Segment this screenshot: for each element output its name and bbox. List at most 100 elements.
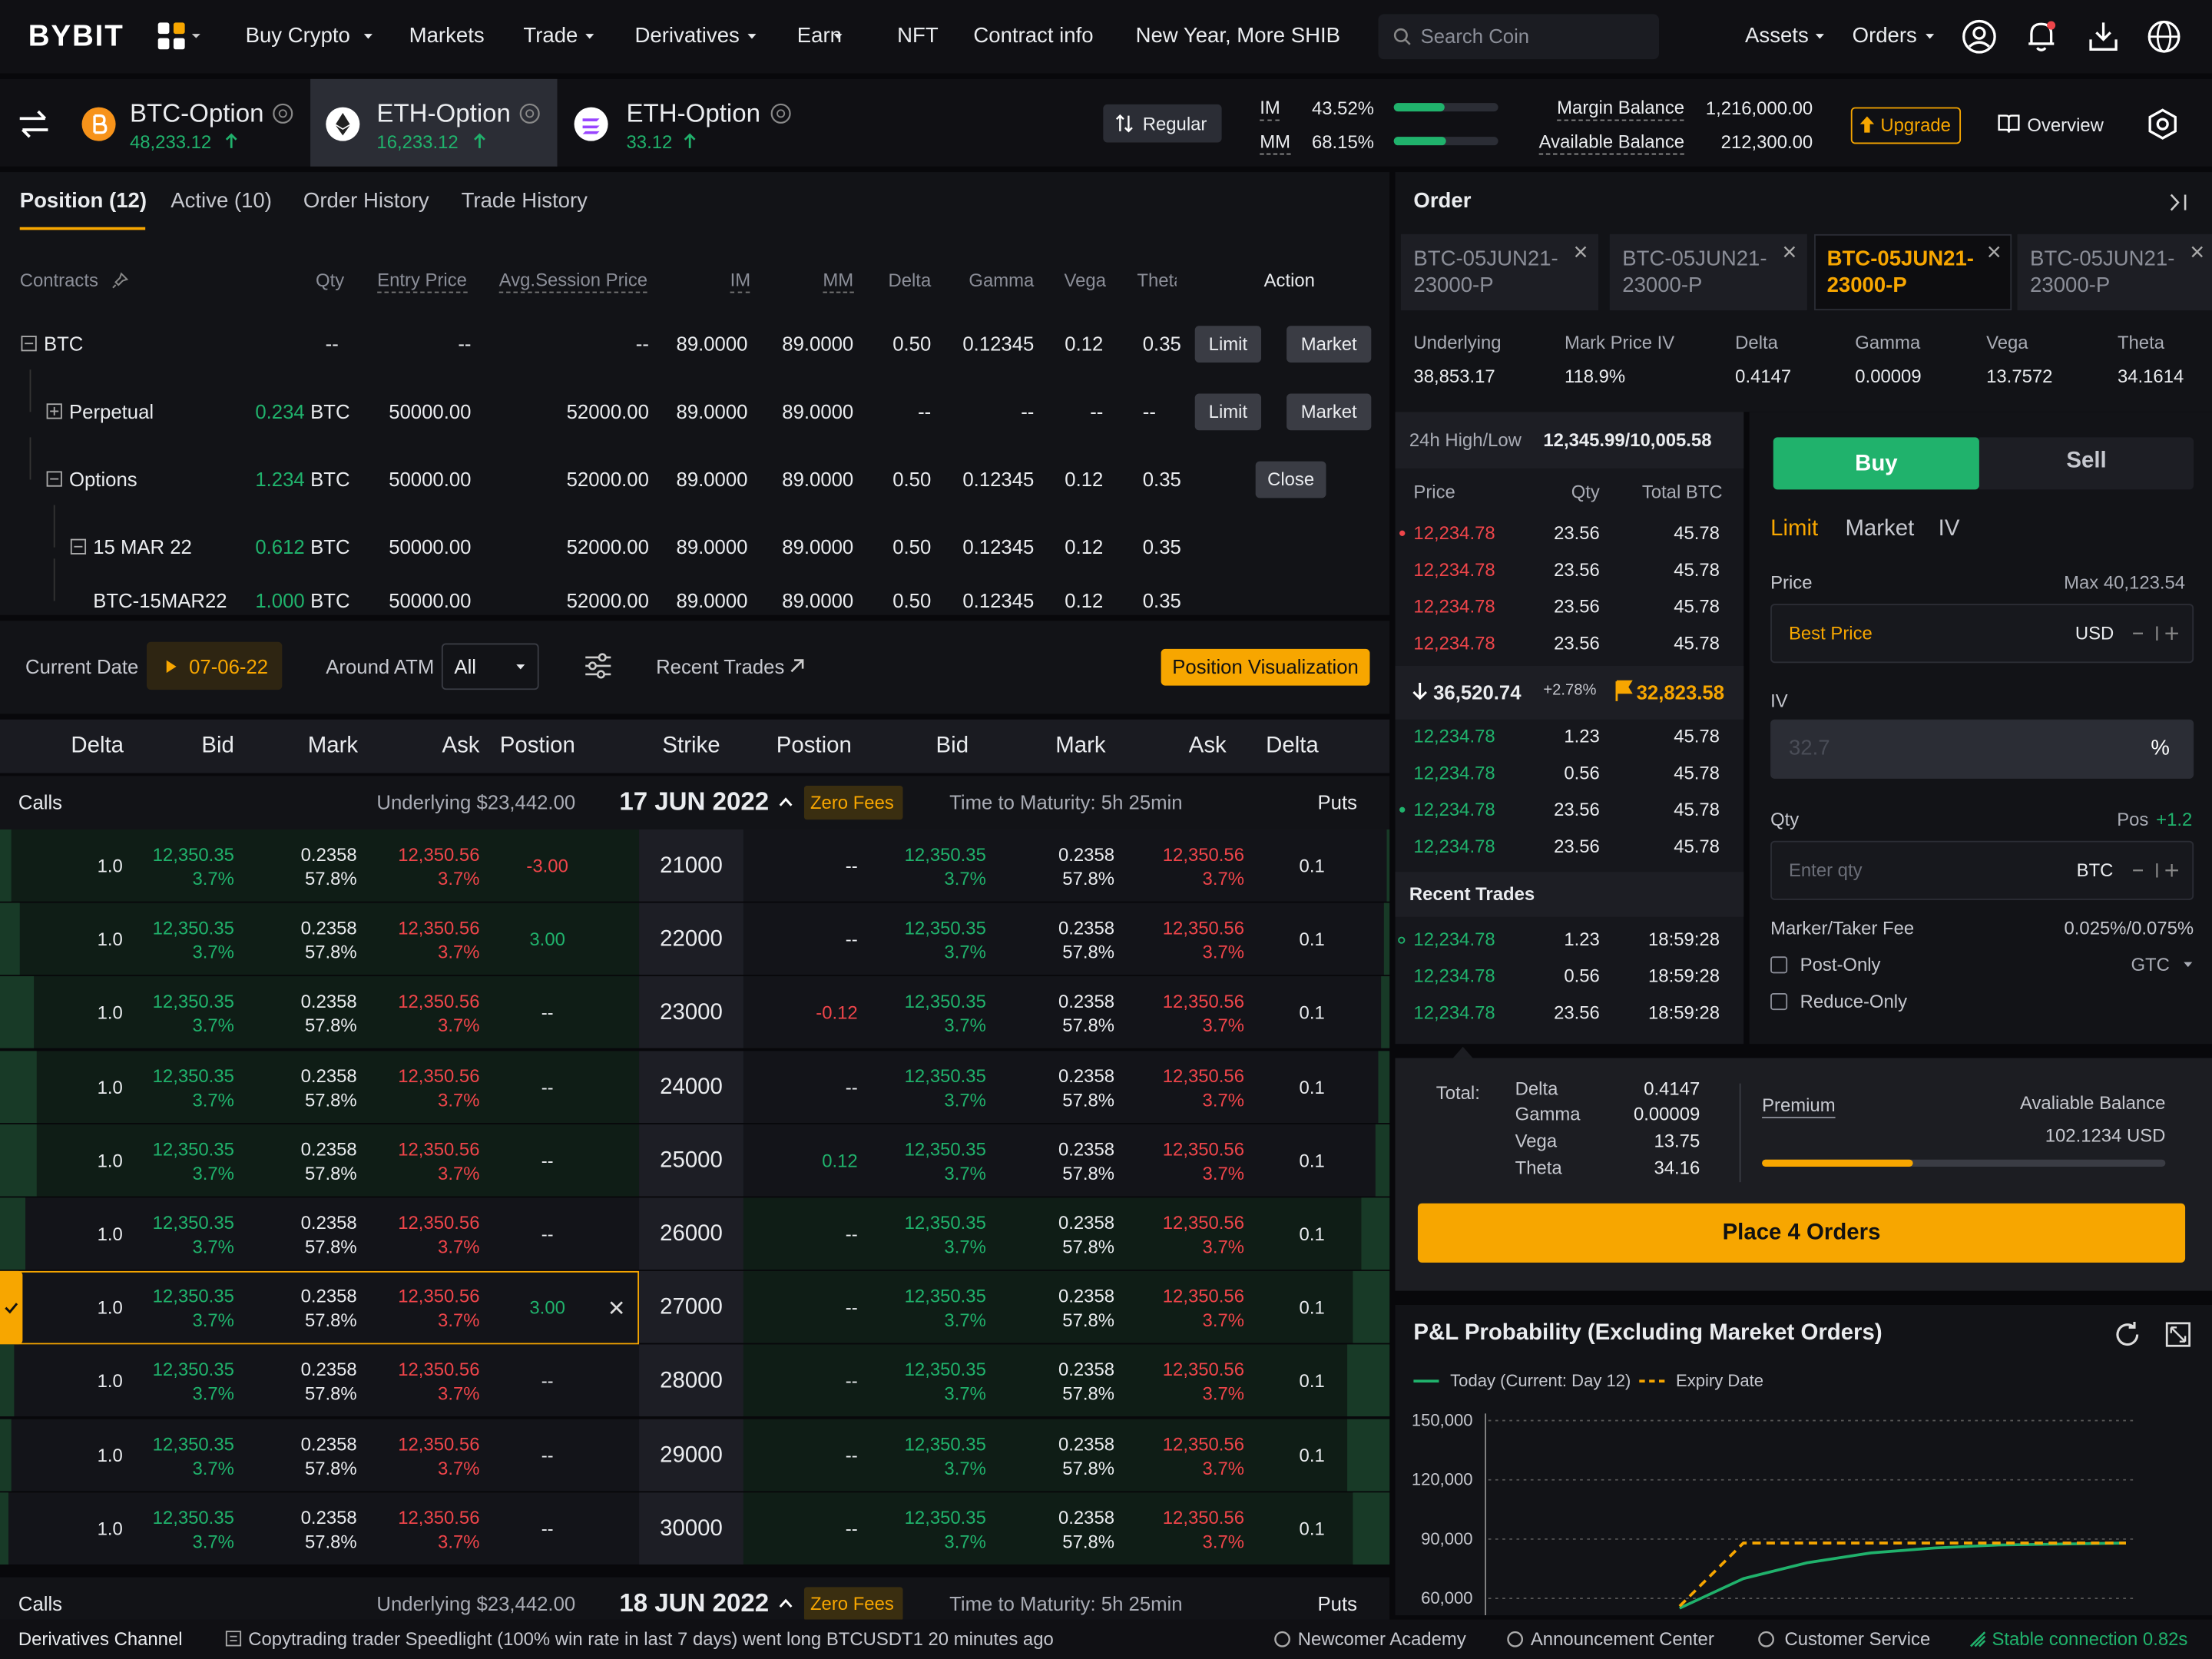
avg: 52000.00 [566, 589, 649, 612]
action-label[interactable]: Limit [1208, 333, 1248, 355]
contract-tab-label[interactable]: 23000-P [2030, 273, 2111, 298]
footer-link[interactable]: Customer Service [1784, 1628, 1931, 1650]
nav-item[interactable]: Derivatives [634, 24, 740, 48]
strike: 25000 [660, 1148, 723, 1173]
contract-tab[interactable] [1609, 233, 1807, 311]
action-button[interactable]: Close [1255, 461, 1326, 498]
checkbox[interactable] [1770, 956, 1788, 974]
selected-tab [0, 1271, 23, 1345]
ob-price: 12,234.78 [1413, 632, 1495, 654]
recent-trades-link[interactable]: Recent Trades [656, 655, 785, 678]
instrument-name[interactable]: BTC-Option [129, 98, 264, 127]
positions-tab[interactable]: Active (10) [171, 189, 272, 214]
mm: 89.0000 [782, 589, 854, 612]
action-label[interactable]: Market [1300, 401, 1357, 422]
checkbox[interactable] [1770, 993, 1788, 1011]
order-type[interactable]: Limit [1770, 516, 1819, 541]
submit-label[interactable]: Place 4 Orders [1722, 1220, 1881, 1245]
fee-label: Marker/Taker Fee [1770, 917, 1915, 939]
action-label[interactable]: Market [1300, 333, 1357, 355]
contract-tab-label[interactable]: 23000-P [1622, 273, 1703, 298]
upgrade-button[interactable] [1850, 107, 1962, 144]
underlying: Underlying $23,442.00 [376, 790, 576, 814]
nav-item[interactable]: NFT [897, 24, 939, 48]
put-ask-iv: 3.7% [1202, 1383, 1245, 1405]
nav-item[interactable]: Markets [409, 24, 485, 48]
submit-button[interactable] [1417, 1203, 2186, 1263]
call-mark-iv: 57.8% [304, 1456, 357, 1479]
visualization-button[interactable] [1161, 648, 1370, 686]
order-type[interactable]: Market [1845, 516, 1915, 541]
action-label[interactable]: Close [1267, 469, 1315, 490]
tree-toggle [46, 403, 62, 419]
mode-button[interactable] [1103, 104, 1222, 143]
nav-item[interactable]: Assets [1745, 24, 1809, 48]
contract-tab-label[interactable]: 23000-P [1826, 273, 1907, 298]
action-button[interactable]: Market [1286, 393, 1372, 431]
strike: 30000 [660, 1516, 723, 1541]
action-button[interactable]: Limit [1194, 326, 1262, 363]
order-type[interactable]: IV [1938, 516, 1960, 541]
overview-link[interactable]: Overview [2027, 114, 2104, 136]
trade-time: 18:59:28 [1648, 965, 1720, 987]
search-input[interactable]: Search Coin [1420, 25, 1530, 48]
nav-item[interactable]: Trade [523, 24, 578, 48]
buy-label[interactable]: Buy [1855, 452, 1898, 476]
contract-tab-label[interactable]: BTC-05JUN21- [2030, 247, 2175, 271]
price-label: Price [1770, 571, 1813, 593]
strike: 22000 [660, 927, 723, 952]
sell-button[interactable] [1979, 437, 2194, 490]
mm-bar-fill [1393, 137, 1446, 146]
chevron-up [779, 1598, 793, 1608]
avg: 52000.00 [566, 399, 649, 423]
input-field[interactable] [1770, 719, 2194, 779]
contract-tab-label[interactable]: BTC-05JUN21- [1622, 247, 1767, 271]
put-ask: 12,350.56 [1162, 1138, 1245, 1160]
call-mark: 0.2358 [300, 1065, 357, 1086]
instrument-name[interactable]: ETH-Option [626, 98, 761, 127]
action-button[interactable]: Limit [1194, 393, 1262, 431]
input-field[interactable] [1770, 840, 2194, 900]
contract-tab-label[interactable]: BTC-05JUN21- [1826, 247, 1974, 271]
caret [1926, 34, 1935, 39]
orderbook [1395, 412, 1744, 1045]
instrument-name[interactable]: ETH-Option [376, 98, 511, 127]
remove-icon[interactable] [609, 1301, 623, 1315]
positions-tab[interactable]: Trade History [461, 189, 588, 214]
buy-button[interactable] [1773, 437, 1979, 490]
mm: 89.0000 [782, 332, 854, 356]
chain-column: Bid [201, 733, 234, 759]
time-in-force[interactable]: GTC [2131, 954, 2170, 975]
positions-tab[interactable]: Position (12) [19, 189, 147, 214]
input-field[interactable] [1770, 604, 2194, 664]
vega: 0.12 [1065, 332, 1104, 356]
ob-price: 12,234.78 [1413, 835, 1495, 857]
put-mark: 0.2358 [1058, 1138, 1115, 1160]
contract-tab[interactable] [2017, 233, 2212, 311]
vega: -- [1090, 399, 1104, 423]
put-mark: 0.2358 [1058, 1065, 1115, 1086]
nav-item[interactable]: Orders [1852, 24, 1917, 48]
action-label[interactable]: Limit [1208, 401, 1248, 422]
contract-tab[interactable] [1814, 233, 2012, 311]
nav-item[interactable]: Buy Crypto [245, 24, 350, 48]
nav-item[interactable]: Contract info [973, 24, 1094, 48]
footer-link[interactable]: Newcomer Academy [1297, 1628, 1466, 1650]
order-option[interactable]: Post-Only [1800, 954, 1881, 975]
sell-label[interactable]: Sell [2066, 449, 2107, 474]
trades-title: Recent Trades [1409, 883, 1535, 905]
nav-item[interactable]: New Year, More SHIB [1135, 24, 1341, 48]
positions-tab[interactable]: Order History [303, 189, 429, 214]
atm-select[interactable] [441, 643, 539, 690]
action-button[interactable]: Market [1286, 326, 1372, 363]
call-ask: 12,350.56 [398, 1506, 480, 1528]
put-row [743, 1345, 1390, 1417]
contract-tab-label[interactable]: BTC-05JUN21- [1413, 247, 1558, 271]
call-mark-iv: 57.8% [304, 1088, 357, 1111]
nav-item[interactable]: Earn [796, 24, 842, 48]
contract-tab-label[interactable]: 23000-P [1413, 273, 1494, 298]
delta: 0.50 [892, 535, 932, 558]
footer-link[interactable]: Announcement Center [1530, 1628, 1714, 1650]
order-option[interactable]: Reduce-Only [1800, 990, 1908, 1012]
contract-tab[interactable] [1400, 233, 1599, 311]
